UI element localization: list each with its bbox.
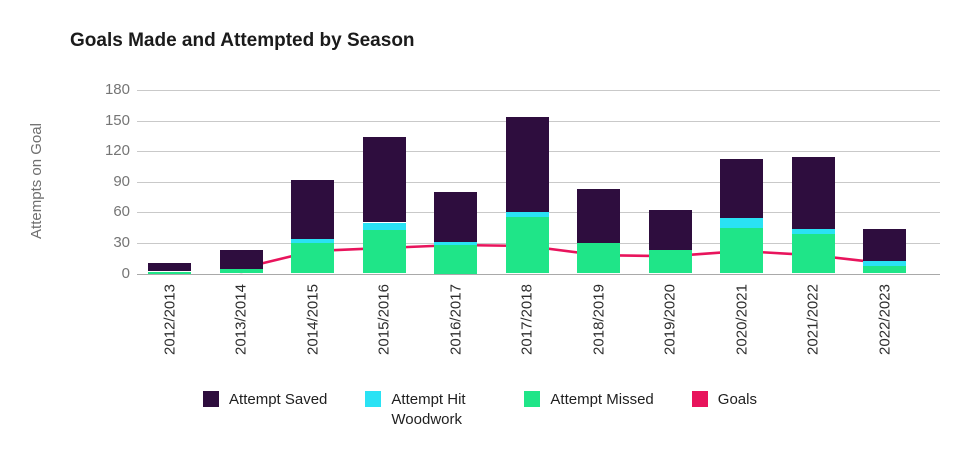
bar-segment-attempt-hit-woodwork[interactable] xyxy=(505,212,549,218)
y-tick-label: 150 xyxy=(104,111,130,129)
legend-item-attempt-hit-woodwork[interactable]: Attempt Hit Woodwork xyxy=(365,390,486,431)
x-tick-label: 2019/2020 xyxy=(661,284,679,355)
bar-segment-attempt-hit-woodwork[interactable] xyxy=(791,228,835,234)
y-tick-label: 90 xyxy=(113,172,130,190)
legend-item-attempt-missed[interactable]: Attempt Missed xyxy=(524,390,654,410)
bar-segment-attempt-saved[interactable] xyxy=(648,210,692,251)
x-tick-label: 2018/2019 xyxy=(590,284,608,355)
bar-segment-attempt-saved[interactable] xyxy=(577,188,621,243)
legend-item-goals[interactable]: Goals xyxy=(691,390,757,410)
x-tick-label: 2012/2013 xyxy=(161,284,179,355)
bar-segment-attempt-saved[interactable] xyxy=(148,263,192,272)
y-tick-label: 120 xyxy=(104,142,130,160)
bar-segment-attempt-missed[interactable] xyxy=(148,271,192,274)
x-tick-label: 2016/2017 xyxy=(447,284,465,355)
legend-label: Attempt Saved xyxy=(229,391,328,408)
bar-segment-attempt-saved[interactable] xyxy=(505,116,549,213)
x-axis-line xyxy=(137,273,940,275)
bar-segment-attempt-missed[interactable] xyxy=(291,242,335,274)
bar-segment-attempt-missed[interactable] xyxy=(434,245,478,274)
x-tick-label: 2013/2014 xyxy=(232,284,250,355)
x-tick-label: 2020/2021 xyxy=(733,284,751,355)
bar-segment-attempt-saved[interactable] xyxy=(434,191,478,242)
legend-label: Goals xyxy=(717,391,757,408)
bar-segment-attempt-saved[interactable] xyxy=(362,136,406,223)
bar-segment-attempt-hit-woodwork[interactable] xyxy=(863,261,907,267)
y-tick-label: 60 xyxy=(113,203,130,221)
gridline xyxy=(137,90,940,91)
x-tick-label: 2015/2016 xyxy=(375,284,393,355)
legend-item-attempt-saved[interactable]: Attempt Saved xyxy=(203,390,327,410)
bar-segment-attempt-saved[interactable] xyxy=(291,179,335,239)
legend-swatch-attempt-hit-woodwork xyxy=(365,391,382,407)
bar-segment-attempt-saved[interactable] xyxy=(791,157,835,229)
bar-segment-attempt-hit-woodwork[interactable] xyxy=(434,241,478,245)
bar-segment-attempt-missed[interactable] xyxy=(863,266,907,274)
legend-label: Attempt Missed xyxy=(550,391,654,408)
legend-swatch-goals xyxy=(691,391,708,407)
bar-segment-attempt-saved[interactable] xyxy=(863,228,907,262)
x-tick-label: 2014/2015 xyxy=(304,284,322,355)
bar-segment-attempt-missed[interactable] xyxy=(577,242,621,274)
x-tick-label: 2021/2022 xyxy=(804,284,822,355)
bar-segment-attempt-missed[interactable] xyxy=(648,250,692,274)
x-tick-label: 2017/2018 xyxy=(518,284,536,355)
bar-segment-attempt-hit-woodwork[interactable] xyxy=(720,218,764,228)
y-tick-label: 30 xyxy=(113,233,130,251)
legend-label: Attempt Hit Woodwork xyxy=(391,391,466,429)
bar-segment-attempt-missed[interactable] xyxy=(720,227,764,274)
legend-swatch-attempt-saved xyxy=(203,391,220,407)
bar-segment-attempt-missed[interactable] xyxy=(219,269,263,274)
bar-segment-attempt-missed[interactable] xyxy=(362,229,406,274)
legend: Attempt Saved Attempt Hit Woodwork Attempt… xyxy=(0,390,974,431)
y-tick-label: 0 xyxy=(121,264,130,282)
legend-swatch-attempt-missed xyxy=(524,391,541,407)
goals-line xyxy=(240,243,885,270)
bar-segment-attempt-saved[interactable] xyxy=(219,250,263,270)
y-tick-label: 180 xyxy=(104,81,130,98)
bar-segment-attempt-missed[interactable] xyxy=(505,217,549,274)
bar-segment-attempt-missed[interactable] xyxy=(791,233,835,274)
bar-segment-attempt-hit-woodwork[interactable] xyxy=(291,238,335,243)
bar-segment-attempt-hit-woodwork[interactable] xyxy=(362,222,406,230)
x-tick-label: 2022/2023 xyxy=(876,284,894,355)
bar-segment-attempt-saved[interactable] xyxy=(720,159,764,219)
chart-title: Goals Made and Attempted by Season xyxy=(70,30,415,51)
